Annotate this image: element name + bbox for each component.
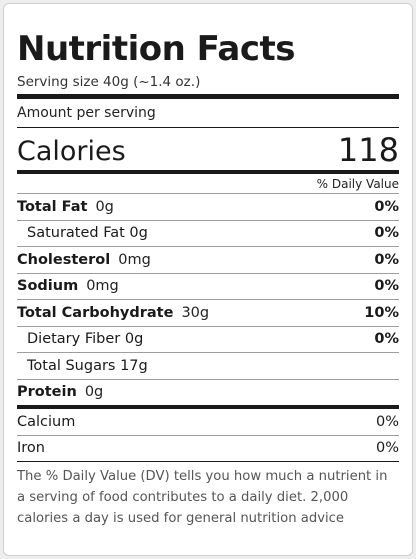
nutrient-dv: 0% [374,251,399,268]
mineral-dv: 0% [375,413,399,430]
divider-thick [17,94,399,99]
nutrient-row-dietary-fiber: Dietary Fiber 0g 0% [17,325,399,353]
nutrient-row-saturated-fat: Saturated Fat 0g 0% [17,219,399,247]
calories-label: Calories [17,136,126,167]
daily-value-header: % Daily Value [17,170,399,193]
mineral-name: Calcium [17,413,76,430]
nutrient-amount: 0g [95,198,114,215]
nutrition-label: Nutrition Facts Serving size 40g (~1.4 o… [3,3,413,556]
nutrient-name: Total Fat [17,198,88,215]
amount-per-serving: Amount per serving [17,105,156,121]
nutrient-row-total-fat: Total Fat 0g 0% [17,193,399,220]
nutrient-dv: 0% [374,331,399,348]
mineral-row-iron: Iron 0% [17,434,399,462]
nutrient-name: Cholesterol [17,251,111,268]
nutrient-name: Total Carbohydrate [17,304,174,321]
daily-value-footnote: The % Daily Value (DV) tells you how muc… [17,461,399,529]
nutrient-dv: 0% [374,278,399,295]
nutrient-row-cholesterol: Cholesterol 0mg 0% [17,246,399,273]
nutrient-name: Sodium [17,278,79,295]
mineral-name: Iron [17,440,45,457]
nutrient-name: Total Sugars 17g [27,357,148,374]
mineral-row-calcium: Calcium 0% [17,405,399,435]
nutrient-amount: 30g [181,304,210,321]
nutrient-name: Protein [17,384,77,401]
mineral-dv: 0% [375,440,399,457]
nutrient-name: Saturated Fat 0g [27,225,148,242]
nutrient-dv: 0% [374,225,399,242]
calories-value: 118 [337,131,399,169]
nutrient-amount: 0mg [86,278,119,295]
nutrient-row-sodium: Sodium 0mg 0% [17,272,399,300]
nutrient-row-total-carbohydrate: Total Carbohydrate 30g 10% [17,299,399,326]
serving-size: Serving size 40g (~1.4 oz.) [17,74,201,90]
nutrient-dv: 0% [374,198,399,215]
nutrient-amount: 0g [84,384,104,401]
nutrient-row-protein: Protein 0g [17,378,399,406]
nutrient-row-total-sugars: Total Sugars 17g [17,352,399,379]
nutrient-dv: 10% [364,304,399,321]
nutrient-amount: 0mg [118,251,151,268]
nutrient-name: Dietary Fiber 0g [27,331,144,348]
calories-row: Calories 118 [17,127,399,168]
label-title: Nutrition Facts [17,29,295,69]
